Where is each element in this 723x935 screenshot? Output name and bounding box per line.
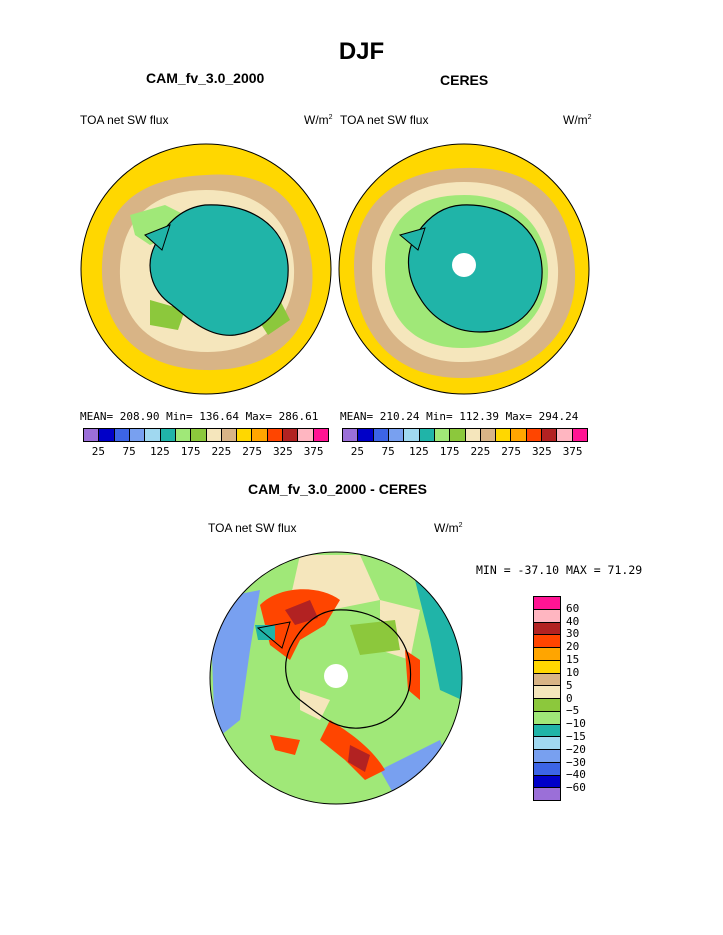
colorbar-swatch — [534, 622, 560, 636]
diff-variable: TOA net SW flux — [208, 521, 297, 535]
colorbar-tick-label: 10 — [566, 665, 580, 679]
colorbar-swatch — [252, 429, 268, 441]
colorbar-swatch — [534, 673, 560, 687]
colorbar-swatch — [388, 429, 405, 441]
colorbar-tick-label: 5 — [566, 678, 573, 692]
colorbar-swatch — [145, 429, 161, 441]
colorbar-tick-label: 20 — [566, 640, 580, 654]
colorbar-swatch — [480, 429, 497, 441]
colorbar-tick-label: −40 — [566, 768, 586, 782]
colorbar-tick-label: 325 — [531, 445, 552, 458]
colorbar-tick-label: −60 — [566, 781, 586, 795]
colorbar-swatch — [298, 429, 314, 441]
colorbar-swatch — [534, 724, 560, 738]
panel-obs-heading: CERES — [440, 72, 489, 88]
colorbar-swatch — [557, 429, 573, 441]
colorbar-swatch — [175, 429, 192, 441]
colorbar-tick-label: 15 — [566, 653, 580, 667]
panel-obs-stats: MEAN= 210.24 Min= 112.39 Max= 294.24 — [340, 410, 579, 423]
colorbar-swatch — [534, 788, 560, 800]
colorbar-tick-label: −20 — [566, 742, 586, 756]
colorbar-swatch — [114, 429, 130, 441]
colorbar-tick-label: 25 — [350, 445, 364, 458]
colorbar-tick-label: 60 — [566, 601, 580, 615]
colorbar-swatch — [160, 429, 176, 441]
colorbar-tick-label: 175 — [439, 445, 460, 458]
colorbar-swatch — [534, 775, 560, 789]
colorbar-tick-label: 175 — [180, 445, 201, 458]
panel-model-heading: CAM_fv_3.0_2000 — [146, 70, 265, 86]
colorbar-swatch — [206, 429, 222, 441]
colorbar-tick-label: 325 — [272, 445, 293, 458]
colorbar-swatch — [237, 429, 253, 441]
colorbar-swatch — [358, 429, 374, 441]
colorbar-tick-label: 30 — [566, 627, 580, 641]
colorbar-tick-label: 225 — [211, 445, 232, 458]
colorbar-swatch — [267, 429, 284, 441]
panel-model-variable: TOA net SW flux — [80, 113, 169, 127]
diff-colorbar — [533, 596, 561, 801]
colorbar-tick-label: 0 — [566, 691, 573, 705]
colorbar-swatch — [343, 429, 359, 441]
colorbar-tick-label: −5 — [566, 704, 580, 718]
colorbar-swatch — [221, 429, 238, 441]
colorbar-tick-label: 275 — [501, 445, 522, 458]
colorbar-swatch — [534, 597, 560, 610]
colorbar-swatch — [534, 609, 560, 623]
diff-minmax: MIN = -37.10 MAX = 71.29 — [476, 563, 643, 577]
colorbar-swatch — [465, 429, 481, 441]
colorbar-tick-label: 25 — [91, 445, 105, 458]
colorbar-swatch — [404, 429, 420, 441]
colorbar-tick-label: 75 — [122, 445, 136, 458]
colorbar-swatch — [534, 686, 560, 699]
colorbar-tick-label: −10 — [566, 717, 586, 731]
colorbar-swatch — [526, 429, 543, 441]
colorbar-tick-label: −15 — [566, 729, 586, 743]
figure-title: DJF — [338, 38, 385, 65]
panel-model-units: W/m2 — [304, 113, 333, 127]
colorbar-swatch — [534, 737, 560, 750]
colorbar-swatch — [84, 429, 100, 441]
colorbar-tick-label: −30 — [566, 755, 586, 769]
colorbar-swatch — [534, 711, 560, 725]
colorbar-swatch — [450, 429, 466, 441]
model-colorbar — [83, 428, 329, 442]
colorbar-tick-label: 75 — [381, 445, 395, 458]
colorbar-tick-label: 275 — [242, 445, 263, 458]
colorbar-tick-label: 125 — [149, 445, 170, 458]
colorbar-swatch — [542, 429, 558, 441]
diff-units: W/m2 — [434, 521, 463, 535]
colorbar-tick-label: 375 — [303, 445, 324, 458]
colorbar-swatch — [534, 648, 560, 661]
panel-obs-variable: TOA net SW flux — [340, 113, 429, 127]
panel-obs-units: W/m2 — [563, 113, 592, 127]
colorbar-swatch — [313, 429, 328, 441]
obs-colorbar — [342, 428, 588, 442]
colorbar-tick-label: 375 — [562, 445, 583, 458]
colorbar-swatch — [434, 429, 451, 441]
colorbar-swatch — [511, 429, 527, 441]
colorbar-swatch — [534, 762, 560, 776]
colorbar-swatch — [283, 429, 299, 441]
colorbar-swatch — [534, 660, 560, 674]
colorbar-swatch — [534, 635, 560, 648]
colorbar-swatch — [534, 699, 560, 712]
colorbar-tick-label: 225 — [470, 445, 491, 458]
colorbar-tick-label: 125 — [408, 445, 429, 458]
colorbar-swatch — [99, 429, 115, 441]
diff-heading: CAM_fv_3.0_2000 - CERES — [248, 481, 427, 497]
colorbar-swatch — [496, 429, 512, 441]
colorbar-swatch — [534, 750, 560, 763]
colorbar-swatch — [191, 429, 207, 441]
colorbar-swatch — [129, 429, 146, 441]
colorbar-tick-label: 40 — [566, 614, 580, 628]
colorbar-swatch — [373, 429, 389, 441]
colorbar-swatch — [419, 429, 435, 441]
colorbar-swatch — [572, 429, 587, 441]
panel-model-stats: MEAN= 208.90 Min= 136.64 Max= 286.61 — [80, 410, 319, 423]
